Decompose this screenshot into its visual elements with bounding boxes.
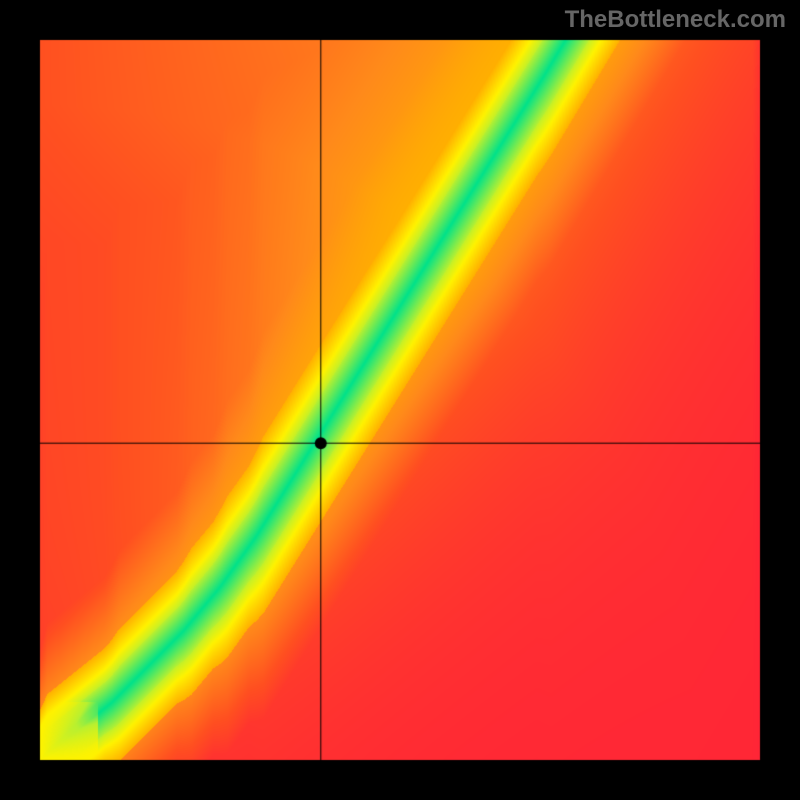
heatmap-plot bbox=[0, 0, 800, 800]
chart-container: TheBottleneck.com bbox=[0, 0, 800, 800]
watermark-text: TheBottleneck.com bbox=[565, 6, 786, 34]
